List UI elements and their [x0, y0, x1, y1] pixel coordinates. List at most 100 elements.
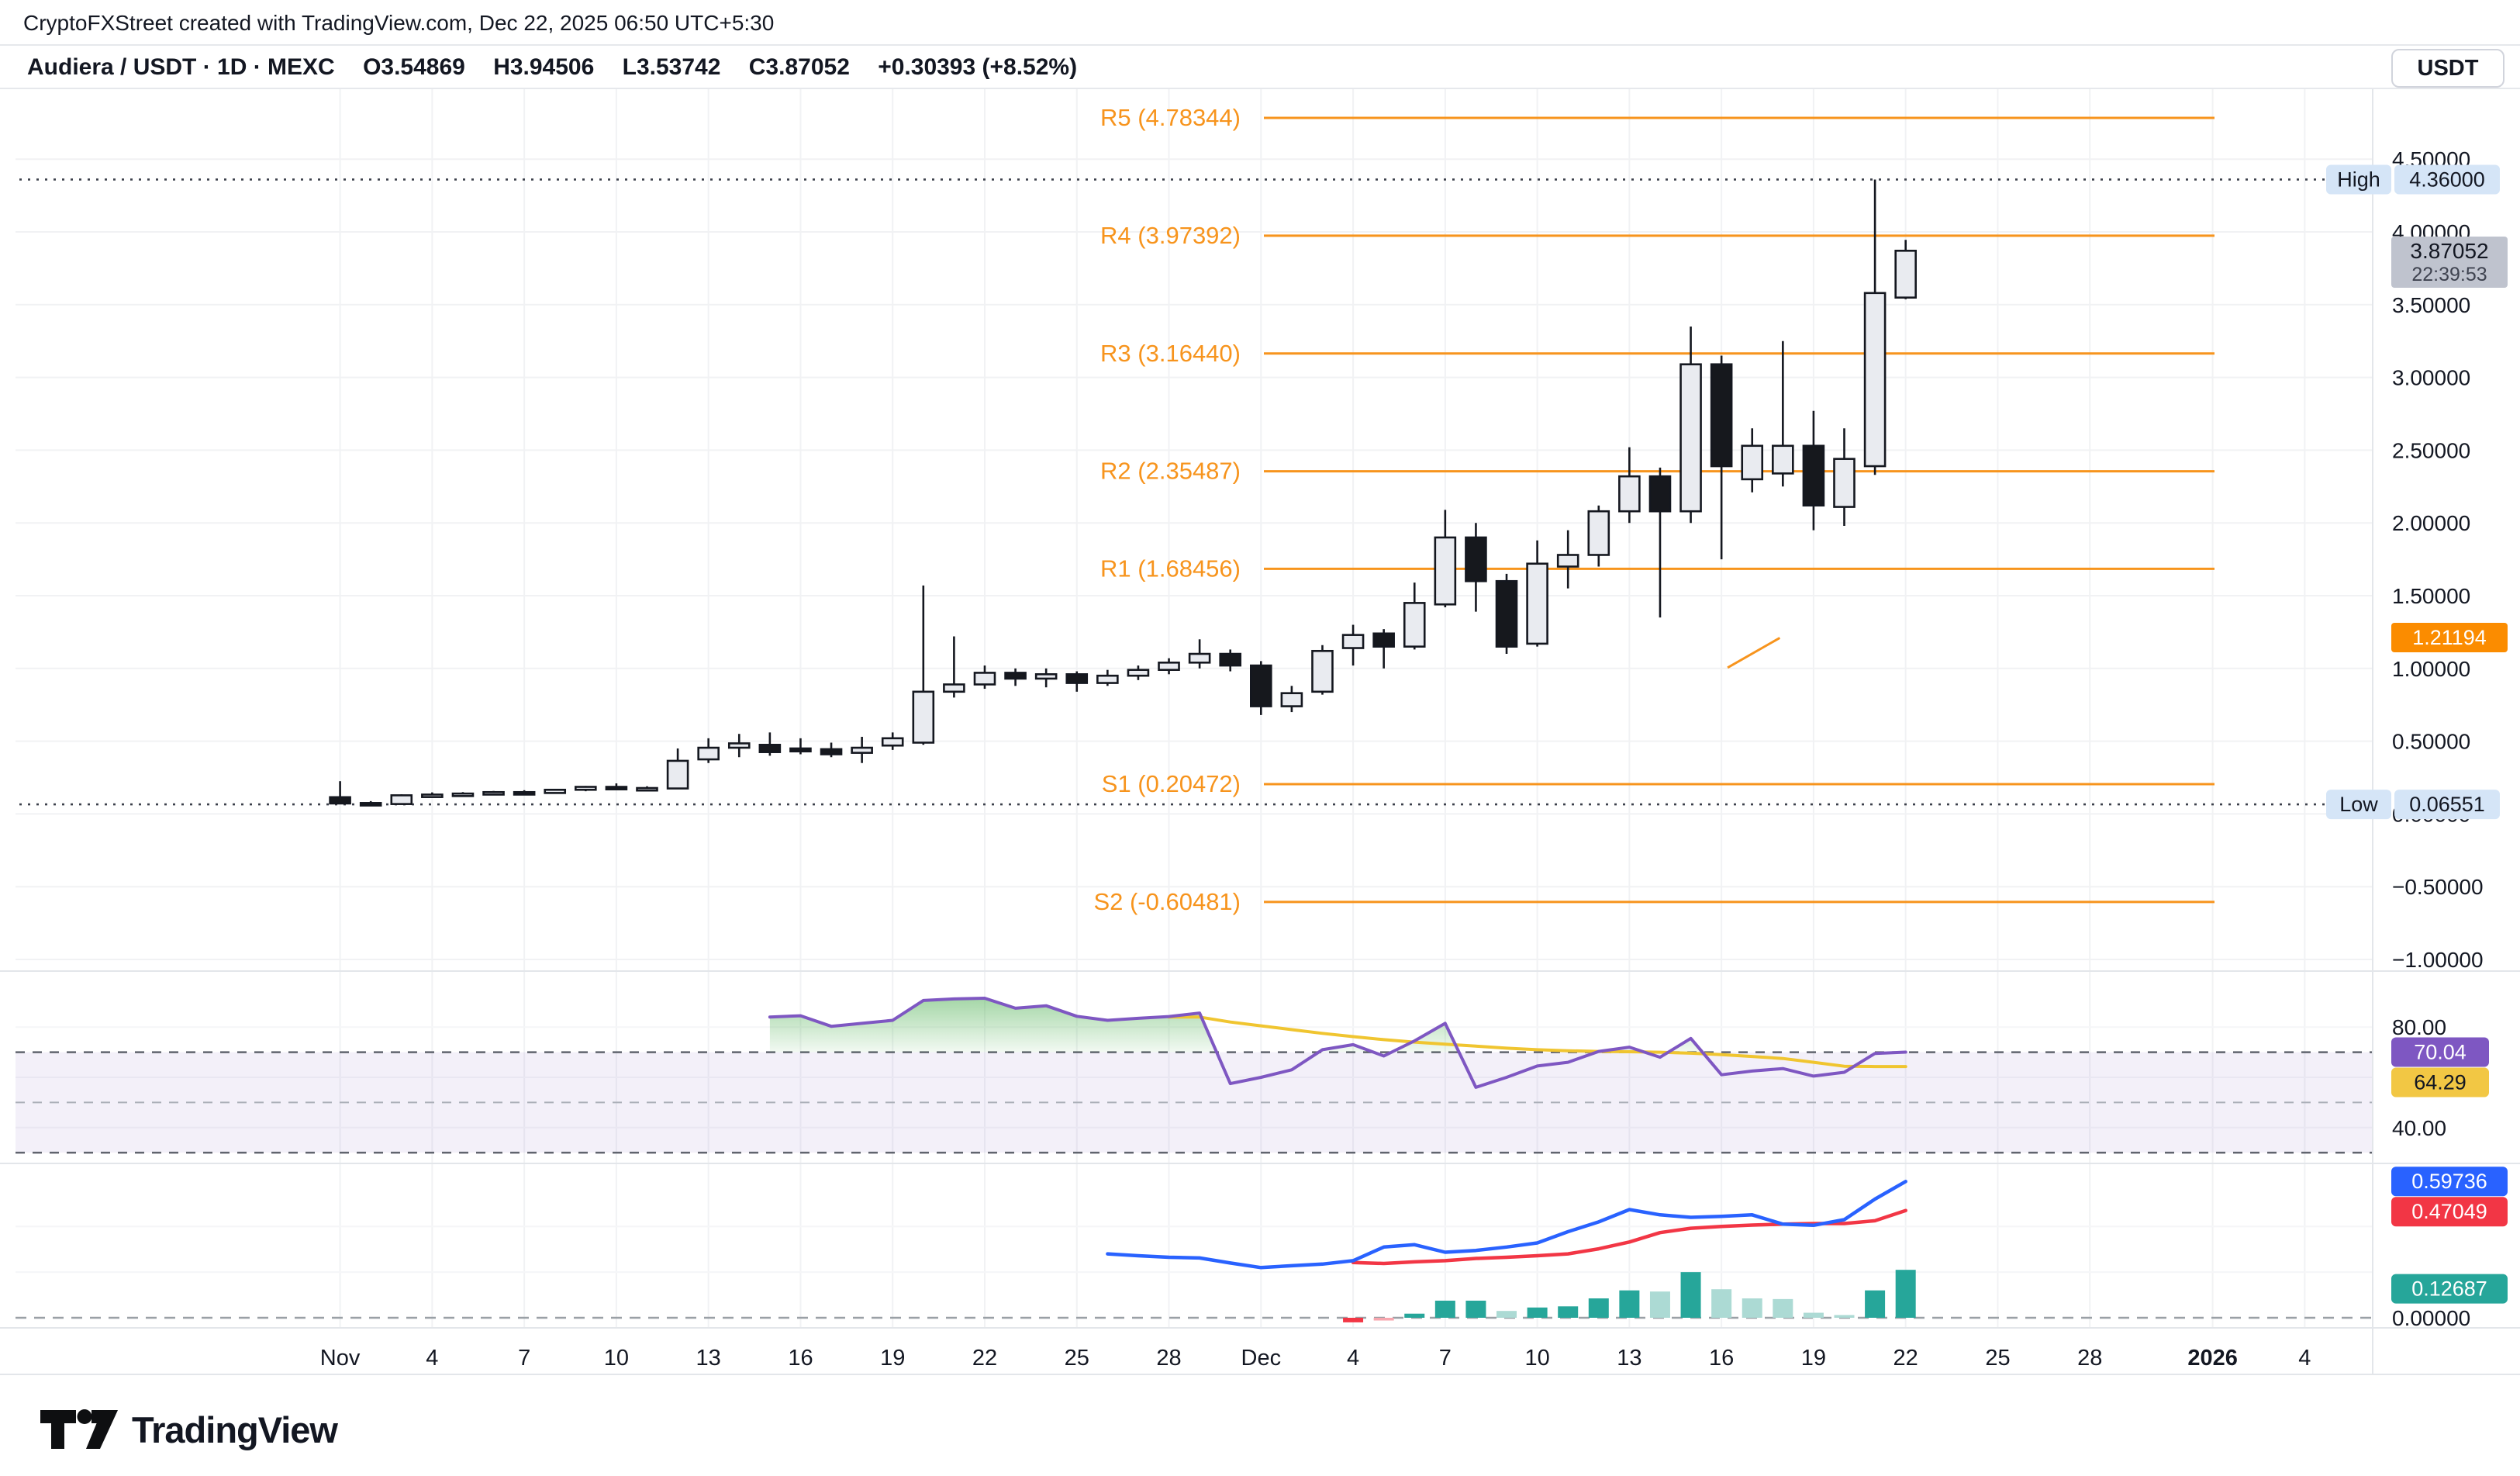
candlestick-series[interactable] — [329, 179, 1917, 807]
red-line-value: 0.47049 — [2411, 1200, 2487, 1223]
histogram-bar — [1680, 1272, 1701, 1318]
candle-nov-29[interactable] — [1188, 652, 1211, 664]
candle-nov-17[interactable] — [820, 748, 843, 755]
candle-nov-23[interactable] — [1004, 672, 1027, 680]
candle-dec-7[interactable] — [1434, 536, 1457, 606]
candle-nov-30[interactable] — [1219, 652, 1242, 667]
rsi-ma-line — [1167, 1015, 1907, 1069]
candle-nov-27[interactable] — [1127, 669, 1150, 677]
candle-nov-19[interactable] — [881, 737, 904, 747]
histogram-bar — [1773, 1298, 1793, 1318]
time-tick-label: 10 — [604, 1346, 629, 1371]
histogram-bar — [1895, 1270, 1916, 1318]
candle-nov-4[interactable] — [421, 793, 444, 798]
candle-nov-15[interactable] — [758, 743, 782, 753]
candle-nov-6[interactable] — [482, 790, 505, 796]
candle-dec-20[interactable] — [1833, 458, 1855, 508]
trend-line[interactable] — [1727, 637, 1781, 669]
candle-dec-12[interactable] — [1587, 510, 1610, 556]
candle-nov-10[interactable] — [605, 786, 628, 791]
candle-nov-1[interactable] — [329, 796, 351, 805]
time-tick-label: 2026 — [2187, 1346, 2238, 1371]
price-tick-label: 1.00000 — [2392, 657, 2470, 681]
candle-nov-21[interactable] — [943, 683, 965, 693]
histogram-bar — [1742, 1298, 1762, 1318]
candle-dec-4[interactable] — [1341, 634, 1365, 649]
candle-dec-14[interactable] — [1648, 475, 1672, 513]
time-tick-label: 7 — [1439, 1346, 1452, 1371]
candle-dec-1[interactable] — [1250, 664, 1272, 707]
histogram-bar — [1527, 1307, 1548, 1318]
candle-nov-2[interactable] — [359, 802, 382, 807]
ohlc-low: L3.53742 — [622, 54, 721, 80]
candle-nov-3[interactable] — [390, 794, 413, 805]
candle-dec-10[interactable] — [1526, 562, 1548, 645]
candle-dec-8[interactable] — [1465, 536, 1487, 582]
ohlc-change: +0.30393 (+8.52%) — [878, 54, 1078, 80]
low-marker-chip — [2326, 790, 2391, 820]
pivot-label: R4 (3.97392) — [1100, 222, 1241, 249]
candle-dec-15[interactable] — [1679, 363, 1702, 513]
candle-nov-26[interactable] — [1096, 674, 1119, 684]
rsi-value: 70.04 — [2414, 1040, 2466, 1063]
candle-nov-20[interactable] — [912, 690, 935, 744]
pivot-levels: R5 (4.78344) R4 (3.97392) R3 (3.16440) R2 (… — [1093, 104, 2214, 915]
histogram-bar — [1834, 1315, 1855, 1318]
symbol-title[interactable]: Audiera / USDT · 1D · MEXC — [27, 54, 335, 80]
price-tick-label: 1.50000 — [2392, 584, 2470, 608]
gridlines — [16, 89, 2373, 1328]
time-tick-label: 10 — [1524, 1346, 1549, 1371]
candle-dec-22[interactable] — [1894, 249, 1917, 299]
candle-nov-28[interactable] — [1158, 661, 1180, 671]
currency-unit-button[interactable]: USDT — [2391, 49, 2504, 88]
candle-nov-16[interactable] — [789, 747, 812, 753]
candle-dec-6[interactable] — [1403, 602, 1426, 648]
candle-nov-14[interactable] — [727, 742, 751, 749]
rsi-pane — [16, 1051, 2373, 1154]
candle-nov-25[interactable] — [1065, 673, 1089, 684]
time-tick-label: 28 — [1156, 1346, 1181, 1371]
trendline-price-value: 1.21194 — [2412, 626, 2487, 649]
histogram-value: 0.12687 — [2411, 1277, 2487, 1301]
ohlc-open: O3.54869 — [363, 54, 465, 80]
candle-nov-12[interactable] — [666, 759, 689, 790]
candle-nov-24[interactable] — [1034, 673, 1058, 680]
trendline-price-badge — [2391, 623, 2508, 652]
pivot-label: R1 (1.68456) — [1100, 555, 1241, 582]
candle-dec-18[interactable] — [1772, 444, 1794, 475]
time-scale[interactable]: Nov 4 7 10 13 16 19 22 25 28 Dec 4 7 10 13 16 19 22 25 28 20… — [320, 1346, 2311, 1371]
tradingview-logo-icon — [40, 1409, 118, 1449]
candle-nov-18[interactable] — [851, 746, 873, 754]
candle-dec-17[interactable] — [1741, 444, 1764, 481]
histogram-bar — [1803, 1312, 1824, 1318]
price-scale[interactable]: 4.500004.000003.500003.000002.500002.000… — [2392, 147, 2484, 1330]
candle-dec-11[interactable] — [1556, 554, 1579, 568]
candle-dec-21[interactable] — [1863, 292, 1887, 468]
rsi-tick-label: 40.00 — [2392, 1116, 2446, 1140]
time-tick-label: 22 — [1893, 1346, 1918, 1371]
rsi-line — [768, 997, 1907, 1089]
ohlc-high: H3.94506 — [493, 54, 595, 80]
candle-nov-5[interactable] — [451, 792, 475, 797]
candle-dec-2[interactable] — [1280, 692, 1303, 707]
candle-dec-9[interactable] — [1495, 579, 1518, 648]
candle-nov-13[interactable] — [697, 746, 720, 761]
candle-nov-22[interactable] — [973, 672, 996, 686]
candle-dec-13[interactable] — [1618, 475, 1641, 513]
candle-dec-3[interactable] — [1311, 649, 1334, 693]
candle-nov-9[interactable] — [575, 786, 597, 791]
candle-nov-7[interactable] — [513, 790, 536, 796]
high-marker-value: 4.36000 — [2409, 168, 2485, 191]
candle-dec-5[interactable] — [1372, 632, 1395, 648]
histogram-bar — [1434, 1300, 1455, 1318]
candle-nov-8[interactable] — [544, 788, 567, 794]
candle-dec-16[interactable] — [1710, 363, 1733, 468]
high-marker-chip — [2326, 164, 2391, 195]
time-tick-label: 16 — [1709, 1346, 1734, 1371]
time-tick-label: Nov — [320, 1346, 361, 1371]
candle-dec-19[interactable] — [1802, 444, 1825, 506]
symbol-info-bar[interactable]: Audiera / USDT · 1D · MEXC O3.54869 H3.9… — [0, 44, 2520, 89]
candle-nov-11[interactable] — [636, 786, 658, 792]
